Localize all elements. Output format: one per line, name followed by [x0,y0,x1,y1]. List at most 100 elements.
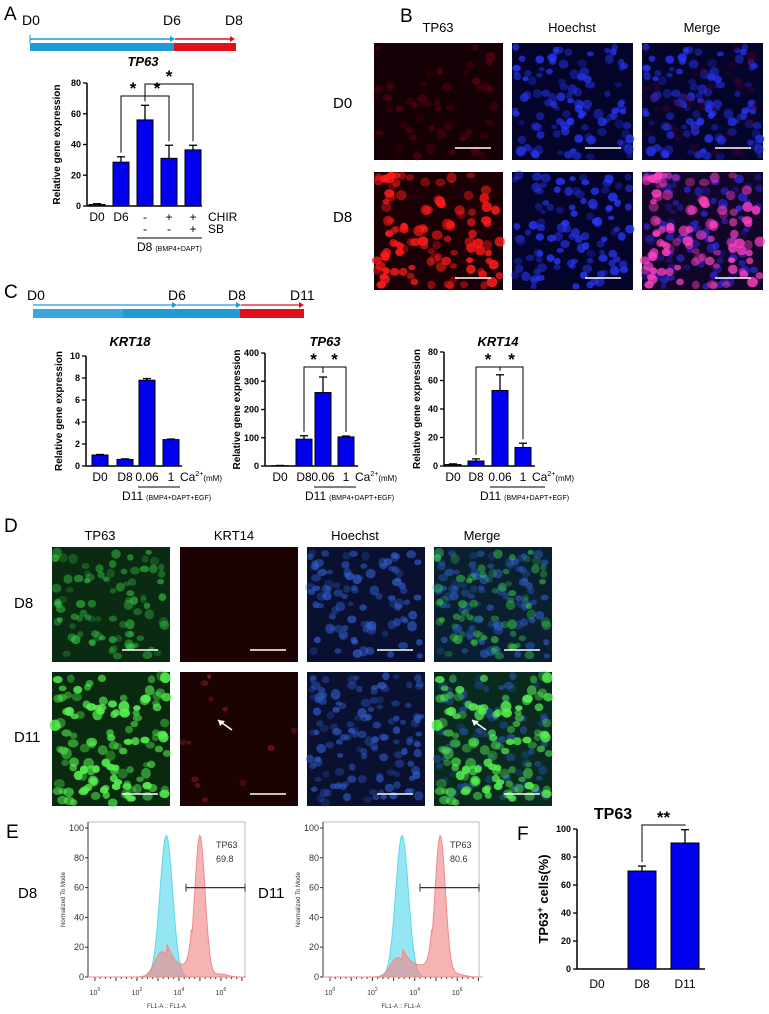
nucleus [686,92,696,102]
nucleus [307,553,314,561]
nucleus [145,741,155,749]
timeline-segment-red [174,43,236,51]
nucleus [487,750,498,761]
nucleus [395,105,404,113]
nucleus [145,549,152,555]
nucleus [665,226,675,234]
y-tick-label: 100 [69,823,84,833]
nucleus [446,691,454,699]
nucleus [410,278,419,286]
nucleus [420,177,431,187]
nucleus [71,692,82,702]
nucleus [455,685,465,694]
nucleus [522,596,529,604]
nucleus [152,691,162,701]
nucleus [127,795,137,802]
y-tick-label: 80 [561,852,571,862]
y-tick-label: 10 [70,351,80,361]
nucleus [547,234,556,242]
nucleus [515,599,525,608]
nucleus [540,730,550,739]
nucleus [160,785,169,795]
y-tick-label: 6 [75,395,80,405]
y-axis-label: Normalized To Mode [296,871,302,927]
nucleus [579,271,588,280]
nucleus [502,568,510,575]
nucleus [613,226,620,233]
nucleus [687,205,698,215]
nucleus [309,676,317,684]
nucleus [649,198,657,205]
nucleus [433,754,442,764]
timeline-label: D0 [27,287,45,303]
nucleus [306,754,315,764]
nucleus [480,185,492,195]
nucleus [367,620,377,631]
nucleus [543,638,550,646]
nucleus [669,209,677,215]
bar [337,436,355,467]
nucleus [723,108,734,120]
nucleus [469,599,479,608]
nucleus [471,777,480,786]
nucleus [410,719,420,728]
nucleus [610,48,617,56]
nucleus [614,199,622,207]
nucleus [339,734,349,741]
nucleus [358,646,369,657]
nucleus [614,119,624,129]
y-tick-label: 40 [561,908,571,918]
nucleus [659,225,668,233]
nucleus [551,124,558,130]
nucleus [577,73,586,81]
nucleus [533,268,541,276]
nucleus [373,85,384,93]
nucleus [541,789,552,799]
nucleus [379,563,388,570]
nucleus [514,651,522,658]
nucleus [486,604,494,611]
nucleus [222,706,228,712]
nucleus [142,650,153,660]
nucleus [414,683,424,690]
nucleus [561,219,570,228]
nucleus [491,774,500,783]
nucleus [417,94,428,104]
nucleus [707,59,717,68]
nucleus [391,700,400,707]
nucleus [534,729,542,737]
nucleus [536,250,544,258]
panel-label-d: D [4,516,18,537]
nucleus [408,610,418,620]
nucleus [403,599,411,606]
group-note: (BMP4+DAPT) [155,246,201,253]
nucleus [716,135,727,145]
nucleus [577,59,587,68]
nucleus [681,124,688,130]
nucleus [376,682,387,690]
histogram-series-tp63 [323,834,483,978]
bar [184,149,202,207]
column-header: Merge [464,528,501,543]
nucleus [625,184,634,193]
nucleus [521,759,532,768]
nucleus [467,208,477,217]
y-tick-label: 4 [75,417,80,427]
nucleus [124,630,134,638]
nucleus [648,253,658,262]
nucleus [538,765,548,775]
nucleus [443,592,454,601]
nucleus [659,275,670,283]
micrograph-merge-d8 [432,547,552,662]
nucleus [477,585,485,591]
nucleus [716,257,724,264]
nucleus [540,741,548,748]
nucleus [535,233,544,241]
nucleus [713,75,722,84]
nucleus [517,135,526,144]
nucleus [513,175,520,180]
group-note: (BMP4+DAPT+EGF) [504,495,569,502]
nucleus [492,646,502,655]
micrograph-hoechst-d11 [306,672,425,807]
nucleus [586,250,596,258]
